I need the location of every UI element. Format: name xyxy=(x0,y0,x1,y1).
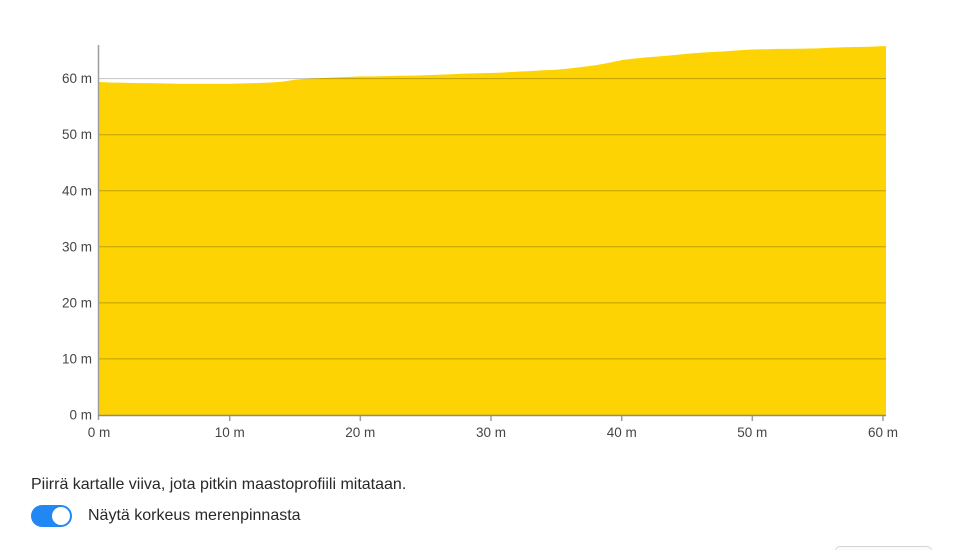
x-tick-label-30: 30 m xyxy=(476,425,506,440)
toggle-label: Näytä korkeus merenpinnasta xyxy=(88,507,301,524)
y-tick-label-20: 20 m xyxy=(62,295,92,310)
bottom-right-partial-button[interactable] xyxy=(835,546,932,550)
x-tick-label-0: 0 m xyxy=(88,425,111,440)
x-tick-label-50: 50 m xyxy=(737,425,767,440)
y-tick-label-50: 50 m xyxy=(62,127,92,142)
toggle-knob-icon xyxy=(52,507,70,525)
show-height-toggle[interactable] xyxy=(31,505,72,527)
elevation-profile-svg: 0 m 10 m 20 m 30 m 40 m 50 m 60 m 0 m 10 m 20 m 30… xyxy=(62,45,898,440)
elevation-profile-chart: 0 m 10 m 20 m 30 m 40 m 50 m 60 m 0 m 10 m 20 m 30… xyxy=(62,45,898,440)
elevation-area xyxy=(99,46,886,415)
height-toggle-row: Näytä korkeus merenpinnasta xyxy=(31,505,301,527)
y-tick-label-30: 30 m xyxy=(62,239,92,254)
y-tick-label-40: 40 m xyxy=(62,183,92,198)
y-tick-label-60: 60 m xyxy=(62,71,92,86)
y-tick-label-0: 0 m xyxy=(69,408,92,423)
y-tick-label-10: 10 m xyxy=(62,351,92,366)
x-tick-label-20: 20 m xyxy=(345,425,375,440)
x-tick-label-10: 10 m xyxy=(215,425,245,440)
x-tick-label-40: 40 m xyxy=(607,425,637,440)
draw-line-instruction: Piirrä kartalle viiva, jota pitkin maast… xyxy=(31,476,407,493)
x-tick-label-60: 60 m xyxy=(868,425,898,440)
